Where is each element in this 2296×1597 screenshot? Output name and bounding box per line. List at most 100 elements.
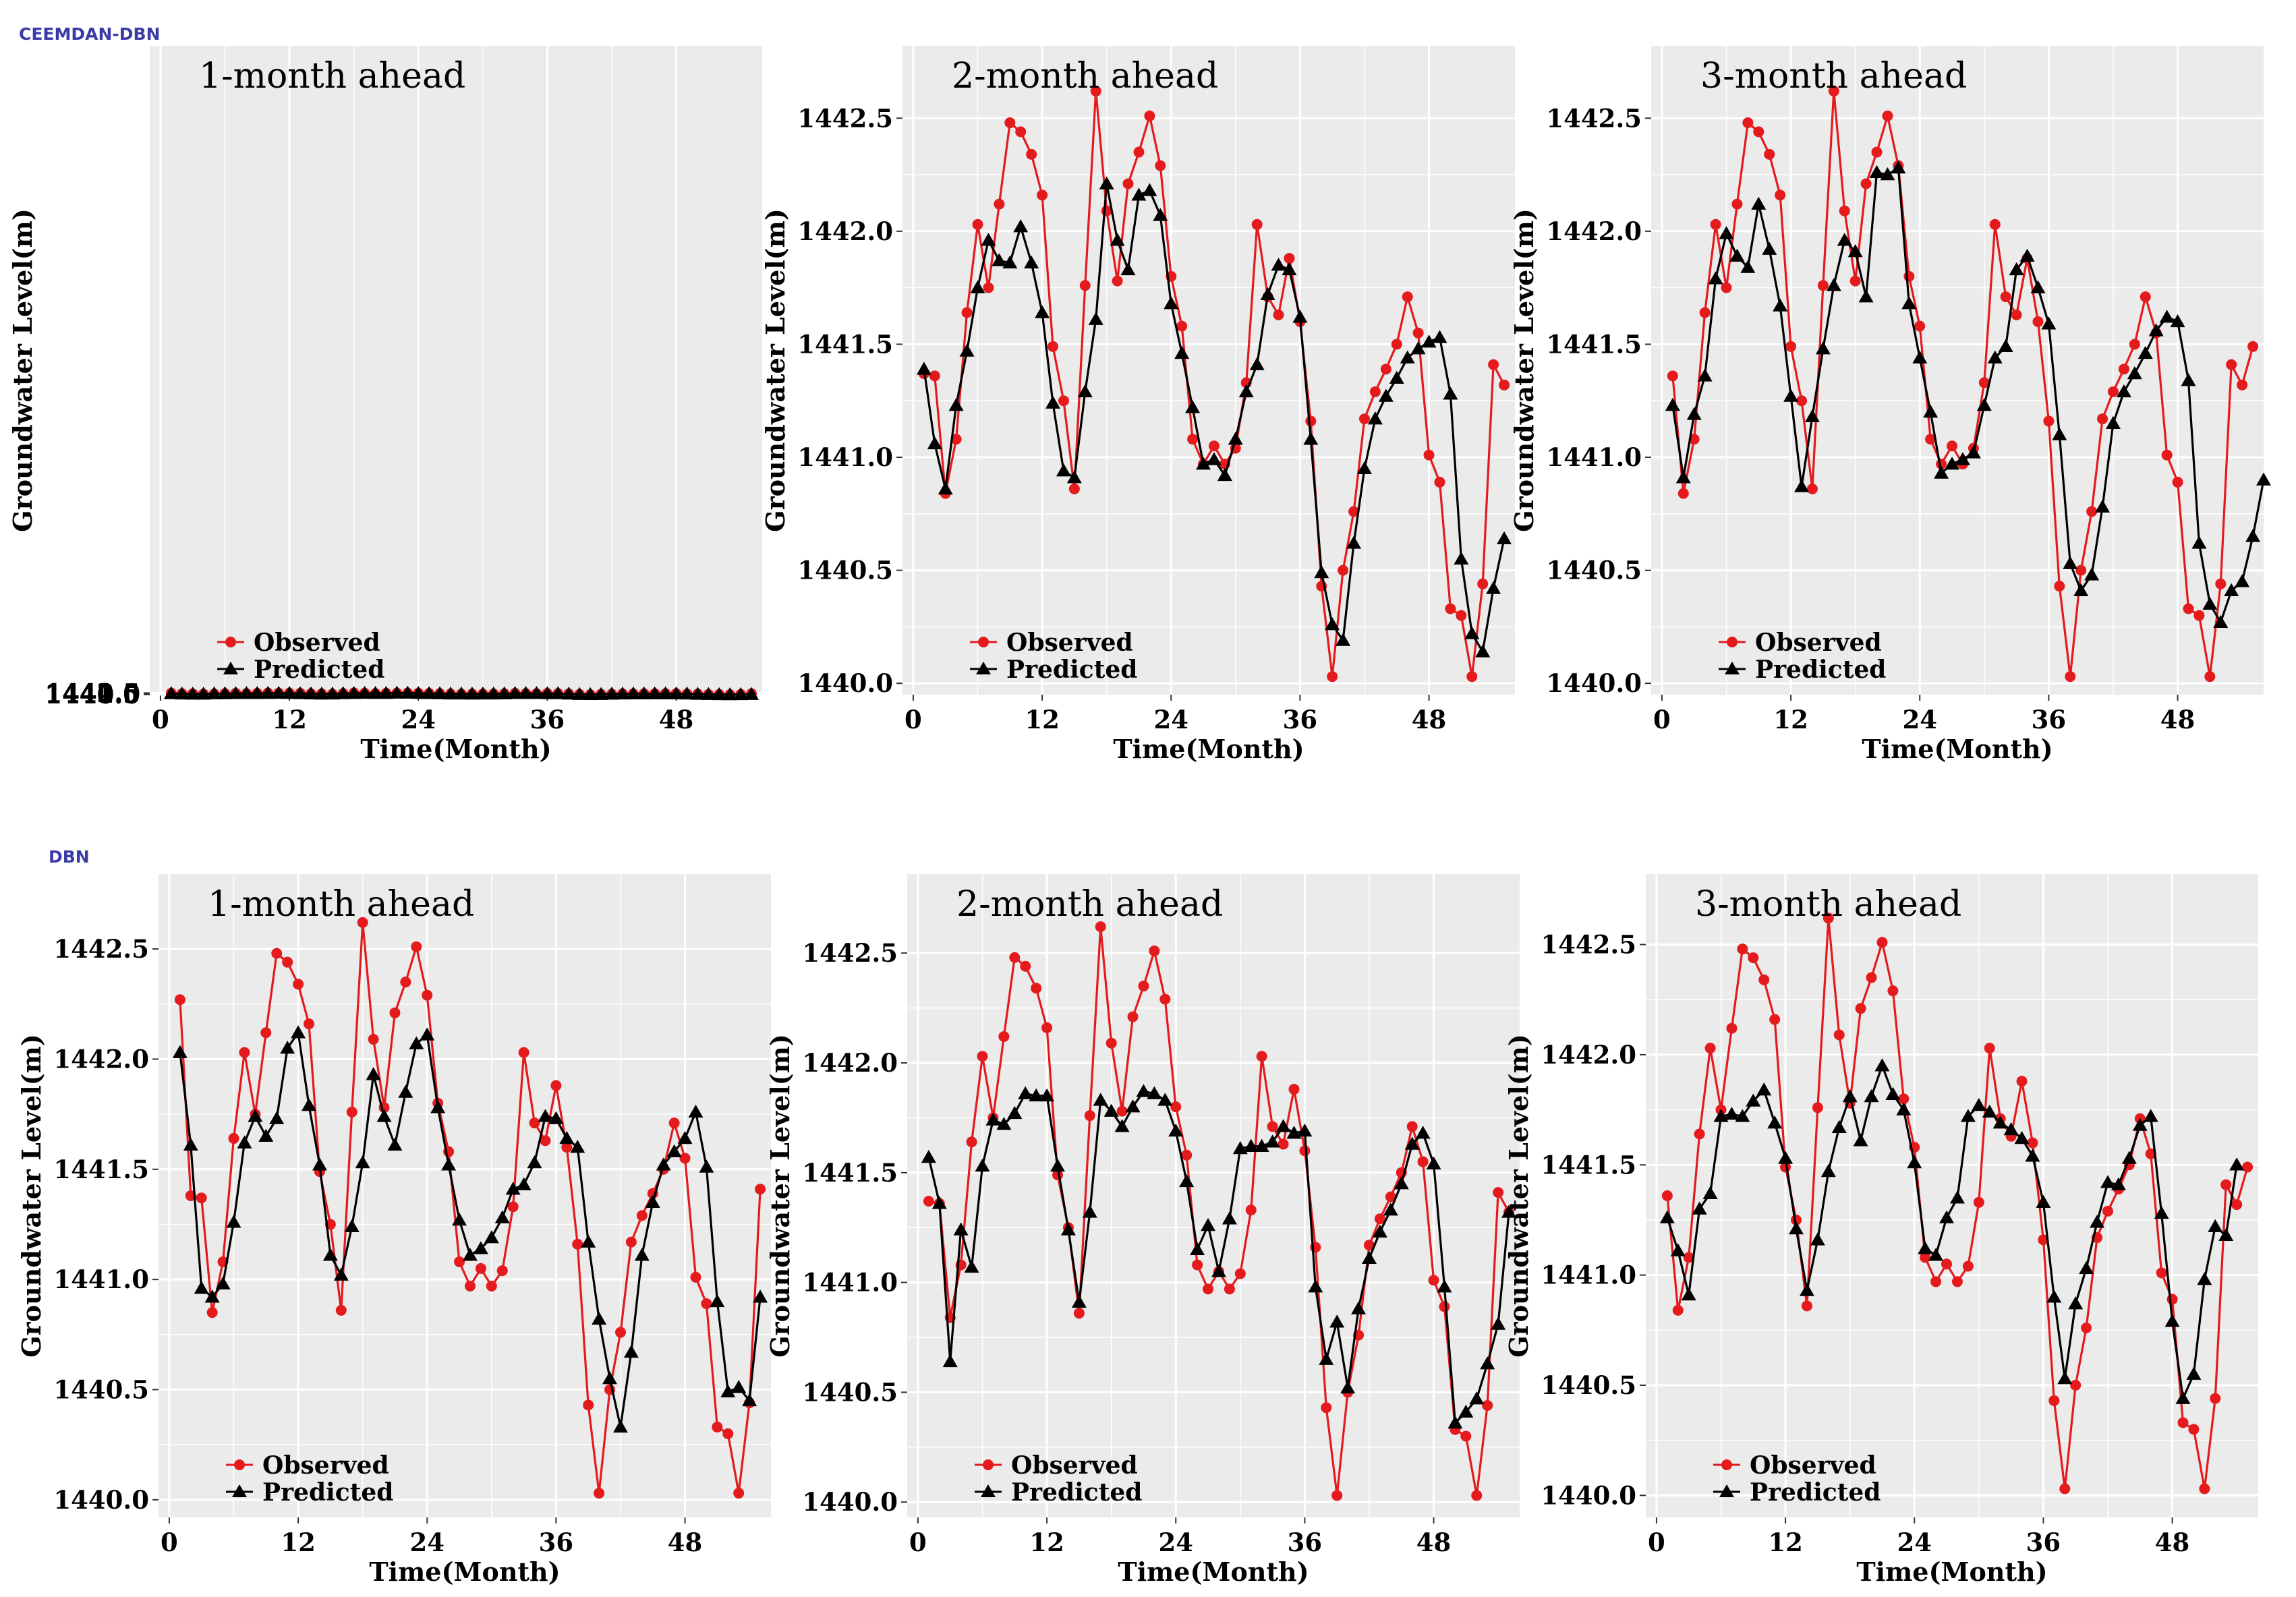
data-point-predicted bbox=[516, 1177, 532, 1190]
data-point-observed bbox=[2177, 1417, 2189, 1428]
data-point-predicted bbox=[1260, 287, 1275, 300]
data-point-predicted bbox=[1480, 1356, 1495, 1370]
data-point-predicted bbox=[1432, 330, 1447, 343]
chart-panel-2: 0 12 24 36 48 1440.0 1440.5 1441.0 1441.5 1442.0 1… bbox=[760, 46, 1515, 764]
data-point-observed bbox=[1499, 379, 1510, 390]
data-point-predicted bbox=[1077, 384, 1093, 398]
legend-key-predicted bbox=[223, 662, 238, 674]
legend-label-observed: Observed bbox=[254, 629, 380, 657]
data-point-predicted bbox=[1297, 1123, 1313, 1137]
data-point-observed bbox=[1951, 1276, 1963, 1287]
data-point-observed bbox=[1925, 434, 1936, 445]
data-point-predicted bbox=[280, 1041, 295, 1054]
data-point-observed bbox=[2237, 379, 2248, 390]
data-point-predicted bbox=[473, 1241, 488, 1254]
data-point-predicted bbox=[2191, 535, 2207, 549]
data-point-predicted bbox=[2164, 1314, 2180, 1327]
data-point-observed bbox=[594, 1488, 605, 1499]
data-point-predicted bbox=[996, 1117, 1012, 1130]
data-point-predicted bbox=[400, 685, 415, 699]
data-point-predicted bbox=[389, 685, 405, 699]
x-tick-label: 48 bbox=[668, 1528, 703, 1557]
data-point-predicted bbox=[1880, 167, 1895, 181]
data-point-predicted bbox=[2014, 1131, 2030, 1144]
x-tick-label: 24 bbox=[1902, 705, 1937, 734]
data-point-predicted bbox=[1982, 1104, 1997, 1118]
data-point-predicted bbox=[570, 1140, 585, 1153]
data-point-observed bbox=[1041, 1022, 1053, 1033]
x-tick-label: 12 bbox=[1773, 705, 1808, 734]
data-point-predicted bbox=[2121, 1151, 2137, 1164]
x-tick-label: 36 bbox=[530, 705, 565, 734]
data-point-predicted bbox=[2068, 1296, 2084, 1310]
legend-key-observed bbox=[225, 637, 236, 647]
data-point-predicted bbox=[583, 687, 598, 701]
data-point-predicted bbox=[271, 685, 287, 699]
data-point-observed bbox=[496, 1265, 508, 1277]
y-tick-label: 1440.0 bbox=[802, 1487, 898, 1517]
data-point-observed bbox=[1245, 1204, 1257, 1216]
data-point-predicted bbox=[2003, 1122, 2019, 1136]
data-point-predicted bbox=[1437, 1279, 1452, 1293]
data-point-predicted bbox=[1319, 1352, 1334, 1365]
data-point-predicted bbox=[1746, 1093, 1761, 1107]
data-point-predicted bbox=[2213, 614, 2229, 628]
data-point-observed bbox=[1331, 1490, 1343, 1501]
y-tick-label: 1441.5 bbox=[1541, 1150, 1636, 1180]
data-point-observed bbox=[929, 370, 940, 382]
data-point-observed bbox=[994, 198, 1005, 210]
data-point-predicted bbox=[2245, 529, 2261, 542]
data-point-predicted bbox=[2137, 345, 2153, 359]
data-point-predicted bbox=[452, 1212, 467, 1226]
data-point-observed bbox=[1860, 178, 1872, 190]
data-point-predicted bbox=[1415, 1126, 1431, 1139]
data-point-observed bbox=[1031, 983, 1042, 994]
data-point-predicted bbox=[712, 687, 727, 701]
data-point-predicted bbox=[204, 1289, 220, 1303]
chart-panel-1: 0 12 24 36 481440.01440.51441.01441.51442.01… bbox=[7, 46, 762, 764]
x-tick-label: 48 bbox=[1412, 705, 1447, 734]
y-tick-label: 1442.0 bbox=[802, 1048, 898, 1078]
data-point-predicted bbox=[1702, 1186, 1718, 1199]
data-point-predicted bbox=[2025, 1149, 2040, 1162]
data-point-predicted bbox=[1491, 1316, 1506, 1330]
y-tick-label: 1440.5 bbox=[45, 679, 140, 709]
data-point-predicted bbox=[916, 361, 931, 375]
data-point-predicted bbox=[1847, 244, 1863, 258]
data-point-predicted bbox=[658, 686, 673, 699]
data-point-predicted bbox=[604, 687, 619, 700]
data-point-observed bbox=[271, 948, 283, 959]
data-point-observed bbox=[2215, 578, 2227, 589]
data-point-observed bbox=[1482, 1399, 1493, 1411]
panel-title: 2-month ahead bbox=[952, 56, 1218, 96]
data-point-predicted bbox=[2036, 1194, 2051, 1209]
data-point-predicted bbox=[2052, 427, 2067, 440]
data-point-predicted bbox=[2256, 472, 2271, 486]
data-point-predicted bbox=[505, 1182, 521, 1195]
data-point-predicted bbox=[1351, 1301, 1367, 1314]
data-point-predicted bbox=[602, 1371, 618, 1385]
legend-label-predicted: Predicted bbox=[1750, 1478, 1881, 1507]
data-point-observed bbox=[1363, 1240, 1375, 1251]
data-point-predicted bbox=[656, 1157, 671, 1171]
plot-background bbox=[1651, 46, 2264, 695]
data-point-observed bbox=[1176, 320, 1188, 332]
data-point-observed bbox=[1710, 219, 1721, 230]
data-point-predicted bbox=[1475, 644, 1491, 658]
data-point-predicted bbox=[1361, 1250, 1377, 1265]
data-point-predicted bbox=[970, 280, 985, 293]
data-point-predicted bbox=[2235, 574, 2250, 587]
data-point-observed bbox=[2166, 1294, 2178, 1305]
data-point-predicted bbox=[921, 1150, 936, 1163]
data-point-observed bbox=[1203, 1283, 1214, 1295]
data-point-observed bbox=[389, 1007, 401, 1018]
chart-panel-3: 0 12 24 36 48 1440.0 1440.5 1441.0 1441.5 1442.0 1… bbox=[1509, 46, 2271, 764]
data-point-observed bbox=[1391, 339, 1402, 350]
data-point-predicted bbox=[1103, 1103, 1119, 1117]
data-point-predicted bbox=[722, 687, 738, 701]
data-point-observed bbox=[1412, 327, 1424, 339]
y-tick-label: 1441.5 bbox=[802, 1158, 898, 1188]
legend-key-predicted bbox=[1725, 662, 1740, 674]
data-point-observed bbox=[2011, 309, 2022, 320]
